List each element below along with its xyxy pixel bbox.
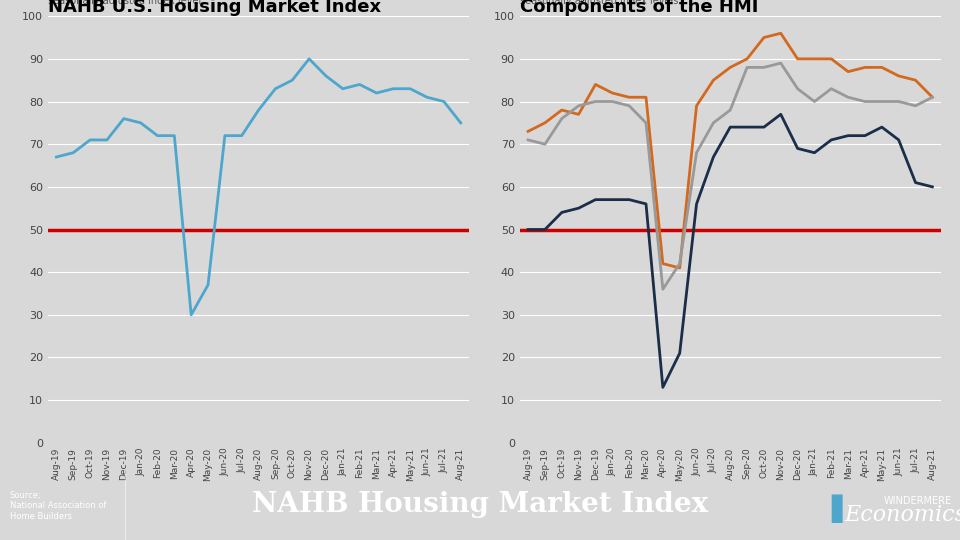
Expectations xyxy=(792,85,804,92)
Single Family Sales xyxy=(741,56,753,62)
Expectations xyxy=(808,98,820,105)
Expectations xyxy=(691,150,703,156)
Traffic xyxy=(775,111,786,118)
Single Family Sales xyxy=(540,120,551,126)
Text: seasonally adjusted index level: seasonally adjusted index level xyxy=(48,0,202,5)
Expectations xyxy=(657,286,668,293)
Expectations xyxy=(725,107,736,113)
Traffic xyxy=(910,179,922,186)
Expectations xyxy=(607,98,618,105)
Single Family Sales xyxy=(623,94,635,100)
Expectations xyxy=(893,98,904,105)
Expectations xyxy=(640,120,652,126)
Expectations xyxy=(556,116,567,122)
Traffic xyxy=(741,124,753,130)
Text: Source;
National Association of
Home Builders: Source; National Association of Home Bui… xyxy=(10,491,106,521)
Single Family Sales xyxy=(607,90,618,96)
Text: Economics: Economics xyxy=(845,504,960,526)
Single Family Sales xyxy=(775,30,786,37)
Expectations xyxy=(522,137,534,143)
Traffic xyxy=(893,137,904,143)
Traffic xyxy=(691,201,703,207)
Traffic xyxy=(556,209,567,215)
Single Family Sales xyxy=(792,56,804,62)
Legend: Single Family Sales, Expectations, Traffic: Single Family Sales, Expectations, Traff… xyxy=(525,0,863,6)
Traffic xyxy=(607,197,618,203)
Traffic xyxy=(926,184,938,190)
Single Family Sales xyxy=(893,73,904,79)
Expectations xyxy=(859,98,871,105)
Text: WINDERMERE: WINDERMERE xyxy=(883,496,951,507)
Expectations xyxy=(910,103,922,109)
Expectations xyxy=(674,260,685,267)
Traffic xyxy=(640,201,652,207)
Single Family Sales xyxy=(725,64,736,71)
Expectations xyxy=(826,85,837,92)
Traffic xyxy=(674,350,685,356)
Text: ▐: ▐ xyxy=(821,494,842,523)
Traffic xyxy=(758,124,770,130)
Single Family Sales xyxy=(522,128,534,134)
Expectations xyxy=(573,103,585,109)
Single Family Sales xyxy=(573,111,585,118)
Traffic xyxy=(725,124,736,130)
Traffic xyxy=(876,124,888,130)
Traffic xyxy=(826,137,837,143)
Line: Expectations: Expectations xyxy=(528,63,932,289)
Traffic xyxy=(589,197,601,203)
Single Family Sales xyxy=(708,77,719,84)
Single Family Sales xyxy=(674,265,685,271)
Single Family Sales xyxy=(691,103,703,109)
Single Family Sales xyxy=(808,56,820,62)
Traffic xyxy=(657,384,668,390)
Expectations xyxy=(741,64,753,71)
Text: Components of the HMI: Components of the HMI xyxy=(519,0,758,16)
Single Family Sales xyxy=(589,81,601,87)
Traffic xyxy=(573,205,585,212)
Traffic xyxy=(792,145,804,152)
Single Family Sales xyxy=(910,77,922,84)
Single Family Sales xyxy=(926,94,938,100)
Expectations xyxy=(876,98,888,105)
Line: Traffic: Traffic xyxy=(528,114,932,387)
Single Family Sales xyxy=(556,107,567,113)
Expectations xyxy=(775,60,786,66)
Traffic xyxy=(708,154,719,160)
Single Family Sales xyxy=(842,69,853,75)
Expectations xyxy=(589,98,601,105)
Traffic xyxy=(540,226,551,233)
Single Family Sales xyxy=(859,64,871,71)
Text: NAHB Housing Market Index: NAHB Housing Market Index xyxy=(252,491,708,518)
Single Family Sales xyxy=(758,35,770,41)
Expectations xyxy=(708,120,719,126)
Expectations xyxy=(842,94,853,100)
Expectations xyxy=(623,103,635,109)
Traffic xyxy=(623,197,635,203)
Traffic xyxy=(808,150,820,156)
Expectations xyxy=(758,64,770,71)
Expectations xyxy=(540,141,551,147)
Single Family Sales xyxy=(640,94,652,100)
Text: NAHB U.S. Housing Market Index: NAHB U.S. Housing Market Index xyxy=(48,0,381,16)
Single Family Sales xyxy=(826,56,837,62)
Traffic xyxy=(842,132,853,139)
Traffic xyxy=(522,226,534,233)
Line: Single Family Sales: Single Family Sales xyxy=(528,33,932,268)
Text: seasonally adjusted index levels: seasonally adjusted index levels xyxy=(519,0,678,5)
Single Family Sales xyxy=(876,64,888,71)
Single Family Sales xyxy=(657,260,668,267)
Traffic xyxy=(859,132,871,139)
Expectations xyxy=(926,94,938,100)
